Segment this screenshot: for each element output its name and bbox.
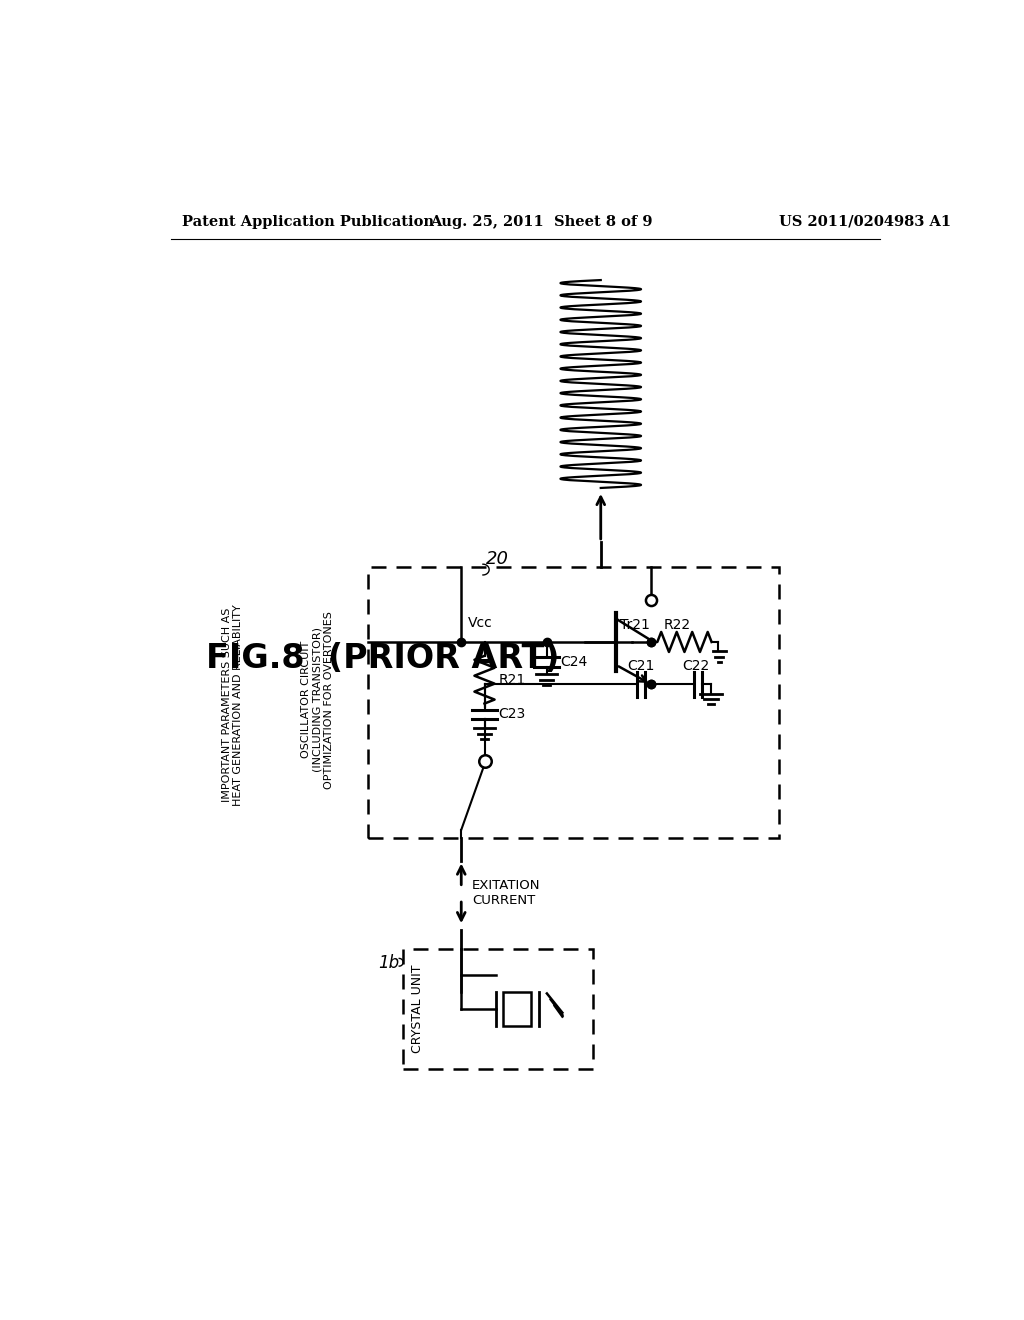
Text: R22: R22 — [664, 618, 690, 632]
Bar — [403, 949, 593, 1069]
Text: FIG.8  (PRIOR ART): FIG.8 (PRIOR ART) — [206, 643, 559, 676]
Text: C24: C24 — [560, 655, 588, 669]
Text: Vcc: Vcc — [467, 615, 493, 630]
Text: 20: 20 — [486, 550, 509, 568]
Text: OSCILLATOR CIRCUIT
(INCLUDING TRANSISTOR)
OPTIMIZATION FOR OVERTONES: OSCILLATOR CIRCUIT (INCLUDING TRANSISTOR… — [301, 611, 335, 788]
Text: R21: R21 — [499, 673, 525, 686]
Text: C23: C23 — [499, 708, 525, 721]
Text: Patent Application Publication: Patent Application Publication — [182, 215, 434, 228]
Text: US 2011/0204983 A1: US 2011/0204983 A1 — [779, 215, 951, 228]
Text: Tr21: Tr21 — [621, 618, 650, 632]
Text: 1b: 1b — [378, 954, 399, 972]
Text: CRYSTAL UNIT: CRYSTAL UNIT — [411, 965, 424, 1053]
Text: EXITATION
CURRENT: EXITATION CURRENT — [472, 879, 541, 907]
Bar — [504, 991, 531, 1026]
Text: C21: C21 — [628, 659, 654, 673]
Bar — [369, 566, 779, 838]
Text: Aug. 25, 2011  Sheet 8 of 9: Aug. 25, 2011 Sheet 8 of 9 — [430, 215, 652, 228]
Text: IMPORTANT PARAMETERS SUCH AS
HEAT GENERATION AND RELIABILITY: IMPORTANT PARAMETERS SUCH AS HEAT GENERA… — [222, 605, 244, 807]
Text: C22: C22 — [682, 659, 710, 673]
